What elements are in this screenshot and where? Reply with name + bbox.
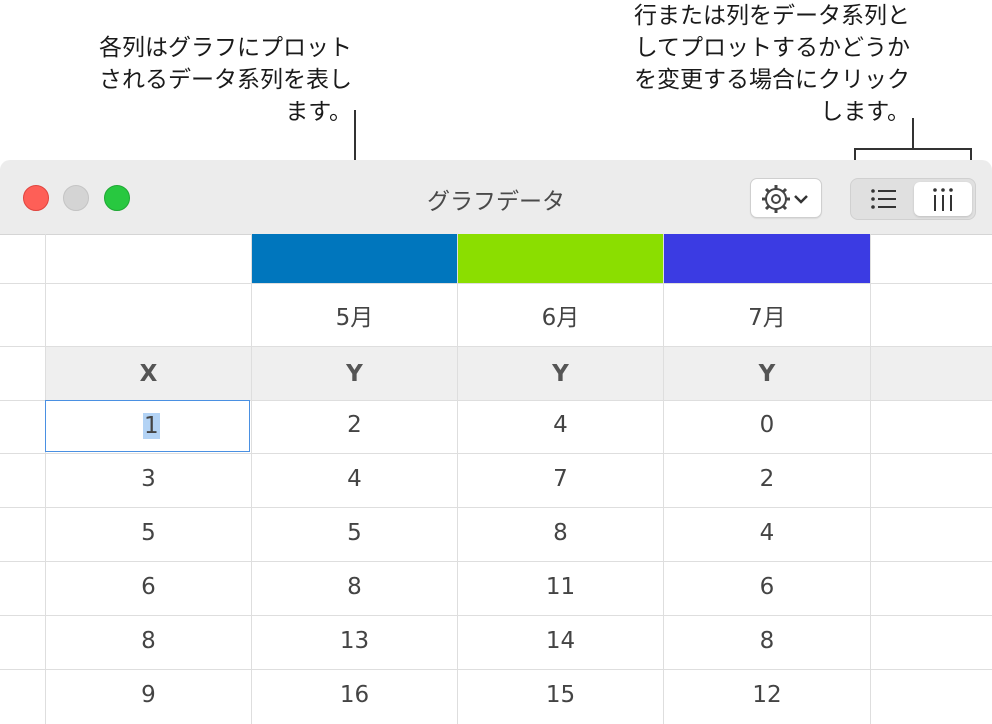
close-button[interactable] bbox=[23, 185, 49, 211]
plot-orientation-control bbox=[850, 178, 976, 220]
table-cell[interactable]: 15 bbox=[545, 682, 576, 708]
table-cell[interactable]: 2 bbox=[347, 412, 362, 438]
table-cell[interactable]: 6 bbox=[759, 574, 775, 600]
grid-line bbox=[0, 615, 992, 616]
grid-line bbox=[0, 400, 992, 401]
table-cell[interactable]: 5 bbox=[141, 520, 156, 546]
table-cell[interactable]: 11 bbox=[545, 574, 576, 600]
table-cell[interactable]: 0 bbox=[759, 412, 775, 438]
table-cell[interactable]: 8 bbox=[141, 628, 156, 654]
series-color-bar[interactable] bbox=[252, 234, 457, 283]
table-cell[interactable]: 12 bbox=[752, 682, 782, 708]
grid-line bbox=[457, 234, 458, 724]
table-cell[interactable]: 8 bbox=[759, 628, 775, 654]
chart-data-window: グラフデータ bbox=[0, 160, 992, 724]
table-cell[interactable]: 9 bbox=[141, 682, 156, 708]
series-name-cell[interactable]: 5月 bbox=[335, 305, 374, 331]
grid-line bbox=[0, 453, 992, 454]
table-cell[interactable]: 14 bbox=[545, 628, 576, 654]
grid-line bbox=[0, 507, 992, 508]
title-bar: グラフデータ bbox=[0, 160, 992, 235]
callout-bracket-right bbox=[970, 148, 972, 160]
minimize-button[interactable] bbox=[63, 185, 89, 211]
table-cell[interactable]: 4 bbox=[347, 466, 362, 492]
grid-line bbox=[0, 561, 992, 562]
grid-line bbox=[45, 234, 46, 724]
grid-line bbox=[870, 234, 871, 724]
axis-header-y: Y bbox=[758, 361, 776, 387]
callout-plot-rows-columns: 行または列をデータ系列としてプロットするかどうかを変更する場合にクリックします。 bbox=[634, 3, 910, 125]
selected-cell[interactable]: 1 bbox=[45, 400, 250, 452]
axis-header-row bbox=[46, 346, 992, 400]
series-name-cell[interactable]: 7月 bbox=[748, 305, 786, 331]
table-cell[interactable]: 16 bbox=[339, 682, 370, 708]
table-cell[interactable]: 4 bbox=[553, 412, 568, 438]
series-name-cell[interactable]: 6月 bbox=[541, 305, 580, 331]
action-menu-button[interactable] bbox=[750, 178, 822, 218]
columns-icon bbox=[933, 188, 953, 211]
series-color-bar[interactable] bbox=[458, 234, 663, 283]
table-cell[interactable]: 6 bbox=[141, 574, 156, 600]
axis-header-y: Y bbox=[552, 361, 569, 387]
window-title: グラフデータ bbox=[427, 189, 565, 215]
table-cell[interactable]: 3 bbox=[141, 466, 156, 492]
grid-line bbox=[0, 283, 992, 284]
callout-line-right bbox=[912, 118, 914, 148]
table-cell[interactable]: 8 bbox=[347, 574, 362, 600]
gear-icon bbox=[762, 185, 808, 213]
series-color-bar[interactable] bbox=[664, 234, 870, 283]
callout-bracket-left bbox=[854, 148, 856, 160]
table-cell[interactable]: 4 bbox=[759, 520, 775, 546]
table-cell[interactable]: 8 bbox=[553, 520, 568, 546]
axis-header-x: X bbox=[139, 361, 158, 387]
callout-bracket-top bbox=[854, 148, 972, 150]
table-cell[interactable]: 13 bbox=[339, 628, 370, 654]
table-cell[interactable]: 2 bbox=[759, 466, 775, 492]
table-cell[interactable]: 7 bbox=[553, 466, 568, 492]
table-cell[interactable]: 5 bbox=[347, 520, 362, 546]
grid-line bbox=[0, 346, 992, 347]
plot-columns-button[interactable] bbox=[914, 182, 972, 216]
grid-line bbox=[663, 234, 664, 724]
grid-line bbox=[0, 669, 992, 670]
callout-series-columns: 各列はグラフにプロットされるデータ系列を表します。 bbox=[99, 35, 352, 125]
data-table: 5月 6月 7月 X Y Y Y 2 4 0 3 4 7 2 5 5 8 4 6 8 11 6 8 13 14 8 9… bbox=[0, 234, 992, 724]
zoom-button[interactable] bbox=[104, 185, 130, 211]
plot-rows-button[interactable] bbox=[854, 182, 912, 216]
rows-icon bbox=[871, 189, 896, 209]
axis-header-y: Y bbox=[346, 361, 363, 387]
grid-line bbox=[251, 234, 252, 724]
selected-cell-text: 1 bbox=[143, 413, 160, 439]
